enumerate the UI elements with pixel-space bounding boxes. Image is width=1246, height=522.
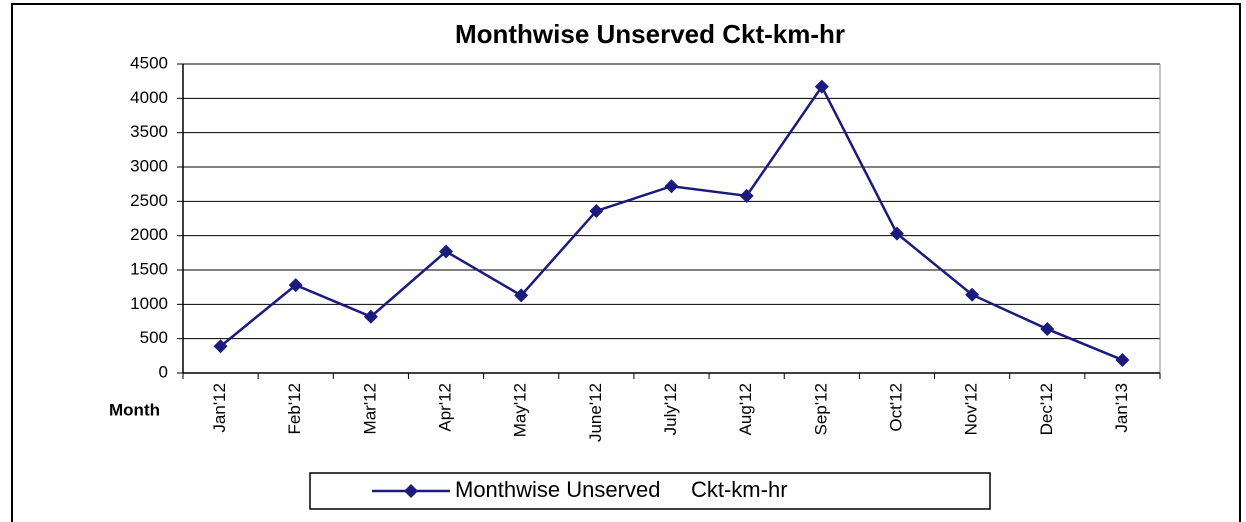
data-point (363, 309, 378, 324)
data-point (664, 179, 679, 194)
x-tick-label: Feb'12 (285, 383, 304, 434)
legend-marker (404, 484, 418, 498)
x-tick-label: Apr'12 (436, 383, 455, 432)
x-tick-label: Sep'12 (811, 383, 830, 435)
y-tick-label: 1500 (130, 259, 168, 278)
y-tick-label: 2000 (130, 225, 168, 244)
data-point (1040, 322, 1055, 337)
x-tick-label: July'12 (661, 383, 680, 435)
x-axis-label: Month (109, 400, 160, 419)
chart-frame (11, 3, 1241, 522)
x-tick-label: Oct'12 (886, 383, 905, 432)
data-point (965, 287, 980, 302)
data-point (889, 226, 904, 241)
legend-label: Monthwise Unserved Ckt-km-hr (455, 477, 788, 502)
x-tick-label: June'12 (586, 383, 605, 442)
data-point (514, 288, 529, 303)
data-point (288, 278, 303, 293)
data-point (814, 79, 829, 94)
chart-title: Monthwise Unserved Ckt-km-hr (455, 19, 845, 49)
data-point (1115, 352, 1130, 367)
y-tick-label: 3000 (130, 156, 168, 175)
x-tick-label: Mar'12 (360, 383, 379, 434)
y-tick-label: 3500 (130, 122, 168, 141)
data-point (739, 188, 754, 203)
data-point (439, 244, 454, 259)
x-tick-label: May'12 (511, 383, 530, 437)
x-tick-label: Jan'12 (210, 383, 229, 433)
y-tick-label: 4000 (130, 88, 168, 107)
x-tick-label: Nov'12 (962, 383, 981, 435)
y-tick-label: 4500 (130, 53, 168, 72)
y-tick-label: 0 (159, 362, 168, 381)
x-tick-label: Aug'12 (736, 383, 755, 435)
y-tick-label: 500 (140, 328, 168, 347)
x-tick-label: Jan'13 (1112, 383, 1131, 433)
y-tick-label: 2500 (130, 191, 168, 210)
data-point (589, 203, 604, 218)
y-tick-label: 1000 (130, 294, 168, 313)
x-tick-label: Dec'12 (1037, 383, 1056, 435)
data-point (213, 339, 228, 354)
